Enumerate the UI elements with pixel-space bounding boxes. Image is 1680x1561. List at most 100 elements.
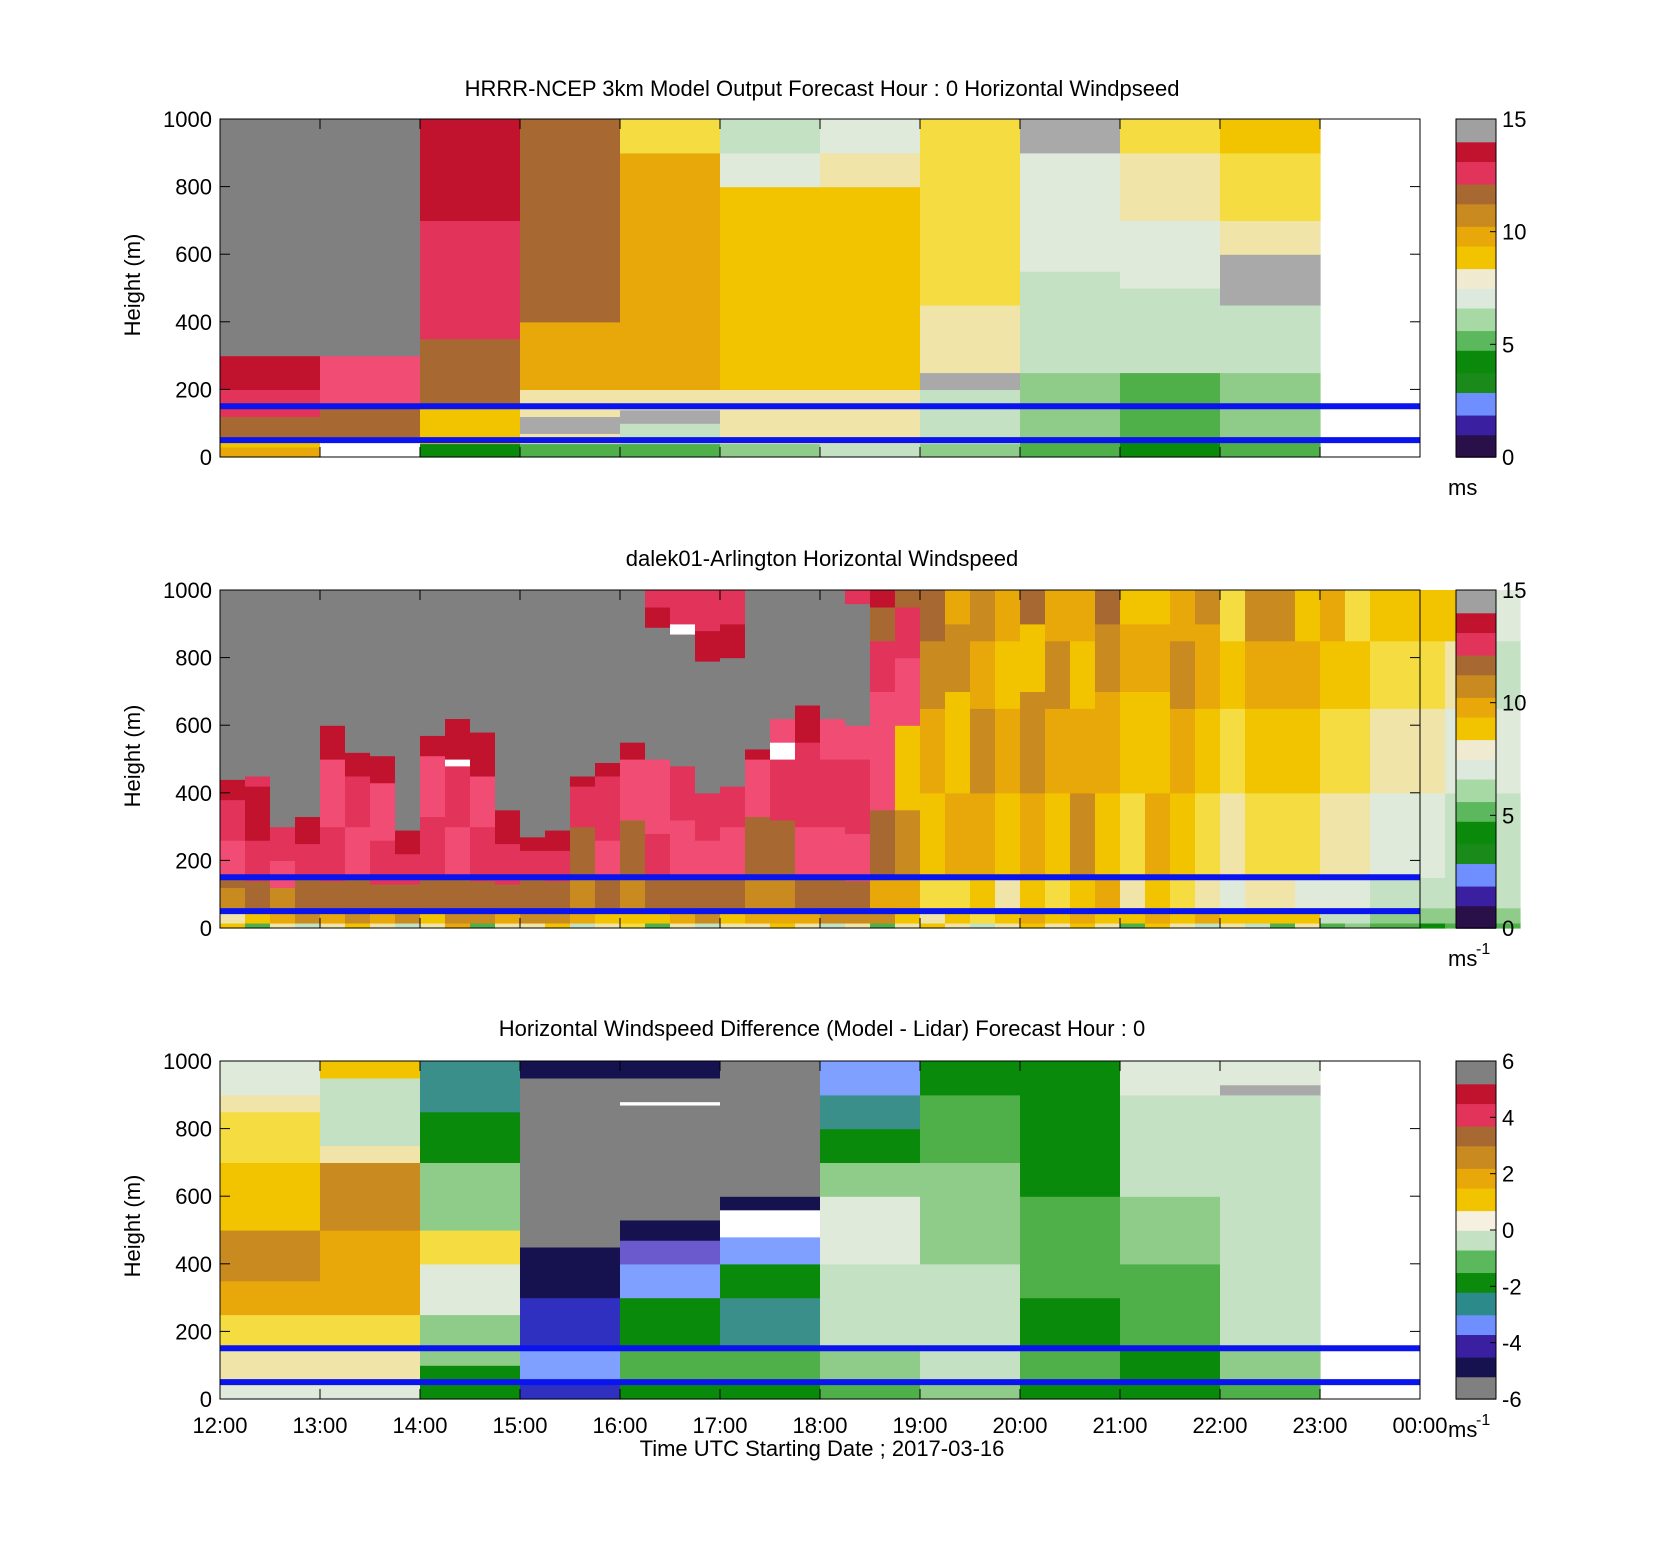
heatmap-cell	[820, 877, 846, 909]
colorbar-band	[1456, 742, 1496, 746]
heatmap-cell	[720, 877, 746, 909]
heatmap-cell	[420, 816, 446, 878]
heatmap-cell	[320, 590, 346, 726]
colorbar-band	[1456, 1337, 1496, 1341]
heatmap-cell	[1220, 220, 1321, 255]
x-tick-label: 16:00	[592, 1413, 647, 1438]
colorbar-band	[1456, 837, 1496, 842]
heatmap-cell	[370, 782, 396, 841]
heatmap-cell	[270, 922, 296, 929]
colorbar-band	[1456, 200, 1496, 205]
heatmap-cell	[1045, 640, 1071, 709]
colorbar-band	[1456, 1061, 1496, 1065]
colorbar-band	[1456, 894, 1496, 898]
colorbar-frame	[1455, 118, 1497, 458]
heatmap-cell	[520, 1246, 621, 1299]
heatmap-cell	[320, 1314, 421, 1349]
heatmap-cell	[695, 877, 721, 909]
colorbar-band	[1456, 1151, 1496, 1155]
colorbar-band	[1456, 702, 1496, 707]
heatmap-cell	[1020, 623, 1046, 692]
colorbar-band	[1456, 866, 1496, 870]
colorbar-band	[1456, 442, 1496, 447]
colorbar-band	[1456, 127, 1496, 132]
colorbar-band	[1456, 1125, 1496, 1130]
heatmap-cell	[895, 922, 921, 929]
colorbar-band	[1456, 730, 1496, 735]
panel-model-ylabel: Height (m)	[120, 234, 145, 337]
heatmap-cell	[1295, 792, 1321, 878]
heatmap-cell	[1395, 640, 1421, 709]
colorbar-band	[1456, 307, 1496, 312]
colorbar-band	[1456, 417, 1496, 422]
colorbar-band	[1456, 324, 1496, 329]
colorbar-band	[1456, 795, 1496, 800]
colorbar-band	[1456, 1325, 1496, 1330]
colorbar-band	[1456, 1148, 1496, 1152]
heatmap-cell	[1370, 792, 1396, 878]
colorbar-band	[1456, 1387, 1496, 1392]
heatmap-cell	[1395, 792, 1421, 878]
colorbar-band	[1456, 764, 1496, 769]
colorbar-band	[1456, 121, 1496, 126]
colorbar-band	[1456, 344, 1496, 348]
heatmap-cell	[220, 446, 321, 458]
heatmap-cell	[1170, 640, 1196, 709]
colorbar-band	[1456, 1396, 1496, 1400]
heatmap-cell	[920, 1162, 1021, 1265]
heatmap-cell	[795, 826, 821, 878]
heatmap-cell	[1120, 1094, 1221, 1197]
colorbar-band	[1456, 330, 1496, 334]
heatmap-cell	[570, 922, 596, 929]
heatmap-cell	[1145, 877, 1171, 909]
heatmap-cell	[620, 1061, 721, 1079]
colorbar-band	[1456, 378, 1496, 382]
heatmap-cell	[1395, 590, 1421, 642]
colorbar-band	[1456, 268, 1496, 272]
colorbar-band	[1456, 338, 1496, 343]
heatmap-cell	[720, 443, 821, 458]
heatmap-cell	[820, 1196, 921, 1265]
heatmap-cell	[945, 877, 971, 909]
heatmap-cell	[620, 1382, 721, 1400]
heatmap-cell	[1020, 119, 1121, 154]
heatmap-cell	[1070, 590, 1096, 642]
colorbar-band	[1456, 366, 1496, 371]
heatmap-cell	[520, 922, 546, 929]
x-tick-label: 19:00	[892, 1413, 947, 1438]
colorbar-band	[1456, 1156, 1496, 1161]
heatmap-cell	[1220, 792, 1246, 878]
heatmap-cell	[595, 922, 621, 929]
heatmap-cell	[1295, 590, 1321, 642]
heatmap-cell	[1045, 792, 1071, 878]
heatmap-cell	[295, 922, 321, 929]
colorbar-band	[1456, 409, 1496, 413]
heatmap-cell	[1395, 922, 1421, 929]
colorbar-band	[1456, 1238, 1496, 1243]
colorbar-band	[1456, 1179, 1496, 1183]
heatmap-cell	[795, 877, 821, 909]
heatmap-cell	[995, 708, 1021, 794]
heatmap-cell	[1070, 877, 1096, 909]
colorbar-band	[1456, 119, 1496, 123]
heatmap-cell	[295, 590, 321, 818]
colorbar-band	[1456, 1083, 1496, 1088]
y-tick-label: 400	[175, 781, 212, 806]
heatmap-cell	[420, 755, 446, 818]
heatmap-cell	[1245, 877, 1271, 909]
heatmap-cell	[220, 1061, 321, 1096]
heatmap-cell	[770, 877, 796, 909]
colorbar-band	[1456, 1139, 1496, 1144]
colorbar-band	[1456, 1077, 1496, 1082]
colorbar-band	[1456, 671, 1496, 676]
heatmap-cell	[845, 759, 871, 834]
heatmap-cell	[320, 355, 421, 404]
heatmap-cell	[720, 1236, 821, 1265]
colorbar-band	[1456, 801, 1496, 805]
colorbar-band	[1456, 767, 1496, 772]
colorbar-band	[1456, 1339, 1496, 1344]
colorbar-band	[1456, 854, 1496, 859]
heatmap-cell	[545, 829, 571, 851]
colorbar-band	[1456, 1094, 1496, 1099]
colorbar-band	[1456, 888, 1496, 893]
